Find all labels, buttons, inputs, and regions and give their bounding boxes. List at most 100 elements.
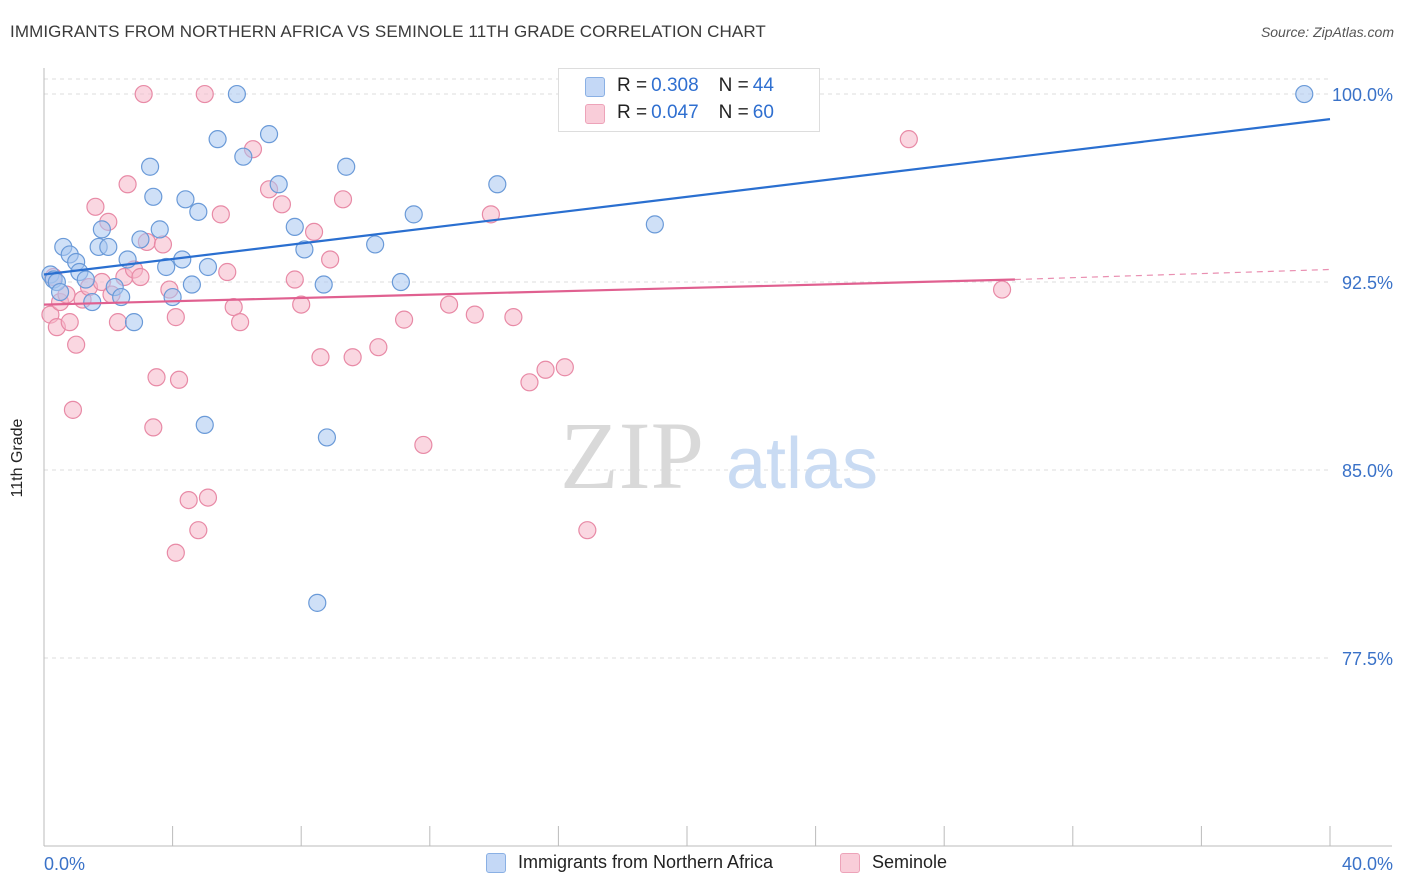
- series-northern-africa: [41, 84, 1314, 612]
- legend-r-value: 0.047: [651, 102, 699, 123]
- legend-r-label: R =: [617, 75, 648, 96]
- point-northern-africa: [144, 187, 163, 206]
- point-northern-africa: [227, 84, 246, 104]
- point-seminole: [292, 295, 311, 314]
- point-northern-africa: [366, 235, 385, 254]
- point-northern-africa: [176, 190, 195, 209]
- point-northern-africa: [404, 205, 423, 224]
- point-seminole: [218, 262, 237, 282]
- point-northern-africa: [112, 287, 131, 307]
- legend-row-blue: R = 0.308 N = 44: [585, 73, 774, 99]
- point-northern-africa: [308, 593, 327, 612]
- legend-item-seminole[interactable]: Seminole: [840, 852, 947, 873]
- legend-swatch-blue: [585, 77, 605, 97]
- point-seminole: [195, 84, 214, 104]
- point-northern-africa: [189, 202, 208, 221]
- point-seminole: [272, 195, 292, 214]
- point-seminole: [166, 308, 185, 327]
- point-seminole: [333, 190, 353, 209]
- point-northern-africa: [314, 275, 333, 294]
- correlation-legend: R = 0.308 N = 44 R = 0.047 N = 60: [558, 68, 820, 132]
- point-seminole: [285, 270, 304, 289]
- point-seminole: [63, 400, 83, 419]
- point-northern-africa: [1295, 84, 1314, 104]
- point-northern-africa: [488, 175, 507, 194]
- trend-lines: [43, 118, 1331, 306]
- legend-label: Immigrants from Northern Africa: [518, 852, 774, 872]
- trend-line-seminole: [43, 278, 1015, 306]
- point-northern-africa: [140, 157, 160, 176]
- point-northern-africa: [157, 257, 176, 277]
- point-northern-africa: [92, 220, 111, 239]
- point-seminole: [394, 310, 414, 329]
- point-seminole: [153, 235, 173, 254]
- point-seminole: [166, 543, 185, 562]
- point-seminole: [369, 338, 388, 357]
- point-northern-africa: [124, 313, 144, 332]
- x-tick-label: 40.0%: [1342, 854, 1393, 874]
- point-northern-africa: [295, 240, 314, 259]
- point-seminole: [304, 222, 324, 241]
- point-northern-africa: [50, 282, 70, 302]
- point-seminole: [67, 335, 86, 354]
- point-northern-africa: [317, 428, 337, 447]
- point-seminole: [144, 418, 163, 437]
- point-seminole: [481, 205, 500, 224]
- point-seminole: [189, 521, 208, 540]
- point-northern-africa: [645, 215, 664, 234]
- y-tick-label: 85.0%: [1342, 461, 1393, 481]
- legend-item-northern-africa[interactable]: Immigrants from Northern Africa: [486, 852, 773, 873]
- point-seminole: [343, 348, 362, 367]
- point-seminole: [520, 373, 539, 392]
- point-seminole: [60, 313, 79, 332]
- point-northern-africa: [234, 147, 253, 166]
- trend-extension-seminole: [1014, 268, 1331, 281]
- legend-n-label: N =: [718, 102, 749, 123]
- point-northern-africa: [198, 257, 218, 277]
- point-northern-africa: [131, 230, 150, 249]
- point-seminole: [536, 360, 555, 379]
- point-seminole: [578, 521, 597, 540]
- x-tick-label: 0.0%: [44, 854, 85, 874]
- point-seminole: [134, 84, 153, 104]
- point-seminole: [504, 308, 523, 327]
- point-seminole: [465, 305, 484, 324]
- point-seminole: [169, 370, 189, 389]
- point-northern-africa: [182, 275, 201, 294]
- watermark: ZIP atlas: [560, 402, 878, 509]
- point-seminole: [131, 267, 150, 287]
- point-northern-africa: [285, 217, 304, 236]
- point-northern-africa: [150, 220, 169, 239]
- point-northern-africa: [83, 292, 102, 312]
- point-seminole: [321, 250, 340, 269]
- point-seminole: [311, 348, 330, 367]
- y-tick-label: 77.5%: [1342, 649, 1393, 669]
- source-label: Source: ZipAtlas.com: [1260, 24, 1394, 40]
- point-seminole: [198, 488, 218, 507]
- point-seminole: [414, 435, 433, 455]
- tick-labels: 77.5% 85.0% 92.5% 100.0% 0.0% 40.0%: [44, 85, 1393, 874]
- y-tick-label: 92.5%: [1342, 273, 1393, 293]
- point-seminole: [179, 490, 198, 510]
- point-seminole: [86, 197, 105, 216]
- legend-n-label: N =: [718, 75, 749, 96]
- point-northern-africa: [99, 237, 118, 257]
- point-seminole: [231, 313, 250, 332]
- point-northern-africa: [269, 175, 288, 194]
- chart-title: IMMIGRANTS FROM NORTHERN AFRICA VS SEMIN…: [10, 22, 766, 41]
- legend-swatch-pink: [840, 852, 860, 873]
- point-seminole: [118, 175, 137, 194]
- point-seminole: [992, 280, 1012, 299]
- legend-n-value: 60: [752, 102, 774, 123]
- point-seminole: [899, 130, 918, 149]
- point-seminole: [224, 297, 243, 317]
- point-seminole: [108, 313, 128, 332]
- point-northern-africa: [163, 287, 182, 307]
- legend-n-value: 44: [752, 75, 774, 96]
- legend-swatch-blue: [486, 852, 506, 873]
- point-seminole: [211, 205, 230, 224]
- point-northern-africa: [337, 157, 356, 176]
- axes: [43, 68, 1392, 847]
- point-northern-africa: [259, 125, 279, 144]
